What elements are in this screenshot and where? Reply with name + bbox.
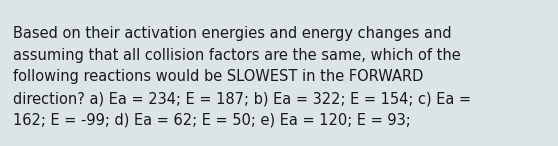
Text: Based on their activation energies and energy changes and
assuming that all coll: Based on their activation energies and e… (13, 26, 471, 128)
